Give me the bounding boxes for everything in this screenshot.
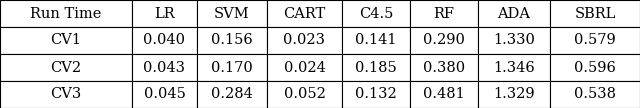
Bar: [410, 27, 478, 54]
Text: 0.023: 0.023: [284, 33, 326, 48]
Bar: [410, 54, 478, 81]
Text: Run Time: Run Time: [30, 6, 102, 21]
Text: 0.043: 0.043: [143, 60, 186, 75]
Bar: [132, 54, 197, 81]
Bar: [550, 81, 640, 108]
Text: 0.052: 0.052: [284, 87, 325, 102]
Bar: [550, 54, 640, 81]
Bar: [132, 81, 197, 108]
Text: 1.346: 1.346: [493, 60, 535, 75]
Text: 0.579: 0.579: [574, 33, 616, 48]
Bar: [478, 27, 550, 54]
Text: CART: CART: [284, 6, 326, 21]
Text: 0.185: 0.185: [355, 60, 397, 75]
Text: 0.481: 0.481: [423, 87, 465, 102]
Bar: [267, 27, 342, 54]
Text: C4.5: C4.5: [359, 6, 393, 21]
Bar: [197, 54, 267, 81]
Bar: [550, 0, 640, 27]
Bar: [550, 27, 640, 54]
Bar: [478, 54, 550, 81]
Bar: [0, 0, 132, 27]
Text: 0.132: 0.132: [355, 87, 397, 102]
Bar: [267, 54, 342, 81]
Bar: [342, 81, 410, 108]
Bar: [478, 81, 550, 108]
Text: SVM: SVM: [214, 6, 250, 21]
Text: 0.141: 0.141: [355, 33, 397, 48]
Text: 0.040: 0.040: [143, 33, 186, 48]
Text: 1.330: 1.330: [493, 33, 535, 48]
Bar: [342, 27, 410, 54]
Text: LR: LR: [154, 6, 175, 21]
Text: 0.024: 0.024: [284, 60, 325, 75]
Bar: [342, 0, 410, 27]
Bar: [410, 81, 478, 108]
Text: CV2: CV2: [51, 60, 81, 75]
Bar: [197, 27, 267, 54]
Bar: [0, 81, 132, 108]
Bar: [342, 54, 410, 81]
Text: 1.329: 1.329: [493, 87, 535, 102]
Bar: [132, 27, 197, 54]
Text: 0.170: 0.170: [211, 60, 253, 75]
Text: CV3: CV3: [51, 87, 82, 102]
Text: ADA: ADA: [497, 6, 531, 21]
Bar: [197, 81, 267, 108]
Text: 0.290: 0.290: [423, 33, 465, 48]
Bar: [478, 0, 550, 27]
Bar: [132, 0, 197, 27]
Bar: [0, 27, 132, 54]
Bar: [410, 0, 478, 27]
Bar: [267, 0, 342, 27]
Text: 0.380: 0.380: [423, 60, 465, 75]
Text: 0.045: 0.045: [143, 87, 186, 102]
Text: 0.156: 0.156: [211, 33, 253, 48]
Bar: [267, 81, 342, 108]
Bar: [0, 54, 132, 81]
Text: CV1: CV1: [51, 33, 81, 48]
Text: 0.596: 0.596: [574, 60, 616, 75]
Text: SBRL: SBRL: [574, 6, 616, 21]
Bar: [197, 0, 267, 27]
Text: RF: RF: [433, 6, 454, 21]
Text: 0.538: 0.538: [574, 87, 616, 102]
Text: 0.284: 0.284: [211, 87, 253, 102]
